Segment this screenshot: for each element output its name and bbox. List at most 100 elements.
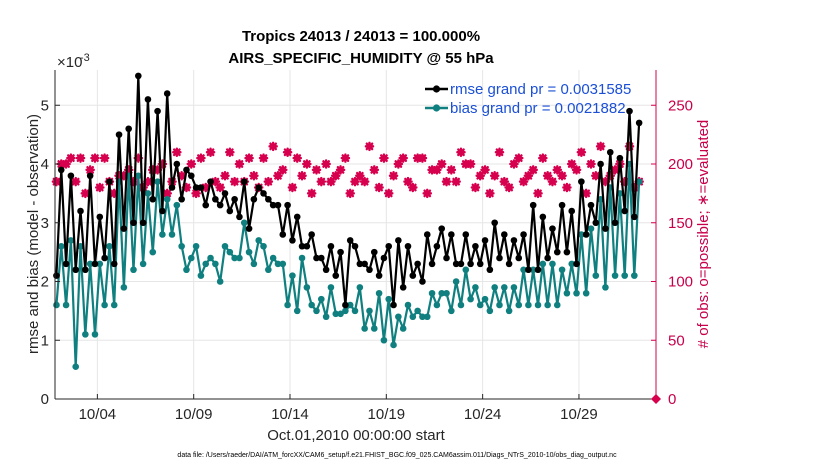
rmse-point-94 [505, 260, 513, 268]
obs-evaluated-point-71 [393, 159, 404, 169]
rmse-point-81 [443, 254, 450, 262]
obs-evaluated-point-120 [629, 182, 640, 193]
bias-point-96 [515, 301, 523, 309]
obs-evaluated-point-3 [66, 153, 76, 163]
rmse-point-108 [573, 260, 580, 268]
rmse-point-11 [106, 178, 113, 185]
bias-point-62 [351, 307, 359, 315]
rmse-point-113 [597, 160, 604, 168]
obs-evaluated-point-20 [147, 165, 158, 175]
rmse-point-114 [602, 225, 609, 232]
obs-evaluated-point-48 [282, 147, 293, 158]
rmse-point-79 [433, 242, 441, 250]
bias-point-24 [168, 231, 176, 238]
bias-point-111 [587, 225, 595, 232]
rmse-point-91 [491, 219, 498, 227]
bias-point-51 [298, 254, 306, 262]
rmse-point-66 [370, 248, 378, 256]
y-tick-label-0: 0 [41, 391, 49, 408]
obs-evaluated-point-16 [128, 176, 139, 187]
obs-evaluated-point-78 [427, 165, 437, 175]
rmse-point-109 [578, 178, 585, 185]
data-file-footer: data file: /Users/raeder/DAI/ATM_forcXX/… [177, 452, 617, 459]
obs-evaluated-point-59 [335, 165, 346, 175]
rmse-point-7 [86, 172, 94, 180]
bias-series-line [55, 162, 641, 368]
rmse-point-57 [327, 242, 335, 250]
x-tick-label-2: 10/14 [271, 406, 309, 423]
rmse-point-25 [173, 160, 181, 168]
obs-evaluated-point-5 [75, 153, 86, 163]
obs-evaluated-point-92 [494, 147, 505, 158]
bias-point-101 [539, 260, 547, 268]
rmse-point-50 [293, 213, 301, 221]
rmse-point-39 [240, 178, 248, 185]
obs-evaluated-point-56 [321, 159, 331, 169]
obs-evaluated-point-55 [316, 176, 327, 187]
obs-evaluated-point-13 [114, 170, 124, 181]
obs-evaluated-point-119 [624, 141, 635, 152]
rmse-point-87 [472, 242, 479, 250]
obs-evaluated-point-43 [258, 153, 269, 163]
rmse-point-44 [265, 195, 272, 203]
bias-point-64 [361, 325, 368, 332]
obs-evaluated-point-93 [499, 176, 510, 187]
rmse-point-97 [520, 231, 527, 238]
rmse-point-51 [298, 242, 306, 250]
obs-evaluated-point-44 [263, 176, 274, 187]
rmse-point-27 [183, 166, 190, 174]
obs-evaluated-point-104 [552, 165, 563, 175]
bias-point-42 [255, 237, 263, 244]
y-axis-label-right: # of obs: o=possible; ∗=evaluated [695, 120, 712, 349]
rmse-point-48 [284, 201, 291, 209]
rmse-point-67 [375, 272, 383, 279]
obs-evaluated-point-41 [249, 170, 259, 181]
obs-evaluated-point-65 [364, 141, 375, 152]
rmse-point-5 [77, 207, 84, 215]
obs-evaluated-point-19 [143, 176, 153, 187]
obs-evaluated-point-45 [268, 141, 278, 152]
obs-evaluated-point-118 [619, 176, 630, 187]
bias-point-20 [149, 248, 157, 256]
rmse-point-71 [395, 237, 402, 244]
y-tick-label-5: 5 [41, 97, 49, 114]
rmse-point-64 [361, 260, 368, 268]
rmse-point-70 [390, 301, 397, 309]
obs-evaluated-point-54 [311, 165, 322, 175]
rmse-point-59 [337, 248, 344, 256]
y-axis-label: rmse and bias (model - observation) [25, 114, 42, 354]
bias-point-109 [578, 231, 585, 238]
rmse-point-82 [448, 231, 455, 238]
y-tick-label-right-2: 100 [668, 274, 693, 291]
x-tick-label-3: 10/19 [368, 406, 406, 423]
rmse-point-83 [452, 260, 460, 268]
bias-point-50 [293, 307, 301, 315]
rmse-point-121 [635, 119, 643, 127]
rmse-point-14 [120, 225, 128, 232]
rmse-point-90 [486, 266, 494, 274]
obs-evaluated-point-106 [562, 182, 572, 193]
rmse-point-89 [481, 237, 489, 244]
rmse-point-58 [332, 272, 340, 279]
x-axis-label: Oct.01,2010 00:00:00 start [267, 427, 445, 444]
bias-point-59 [337, 310, 344, 318]
obs-evaluated-point-26 [176, 170, 187, 181]
rmse-point-6 [82, 266, 89, 274]
rmse-point-10 [101, 254, 108, 262]
obs-evaluated-point-47 [277, 165, 288, 175]
obs-evaluated-point-108 [571, 165, 582, 175]
rmse-point-4 [72, 266, 80, 274]
rmse-point-111 [587, 201, 595, 209]
bias-point-55 [318, 295, 325, 303]
bias-point-90 [486, 307, 494, 315]
x-tick-label-1: 10/09 [175, 406, 213, 423]
rmse-point-61 [346, 237, 354, 244]
obs-evaluated-point-30 [196, 153, 206, 163]
rmse-point-24 [168, 184, 176, 191]
obs-evaluated-point-73 [403, 176, 413, 187]
obs-evaluated-point-116 [610, 165, 620, 175]
bias-point-10 [101, 301, 108, 309]
obs-evaluated-point-7 [85, 165, 95, 175]
bias-point-32 [207, 254, 214, 262]
bias-point-54 [313, 307, 320, 315]
